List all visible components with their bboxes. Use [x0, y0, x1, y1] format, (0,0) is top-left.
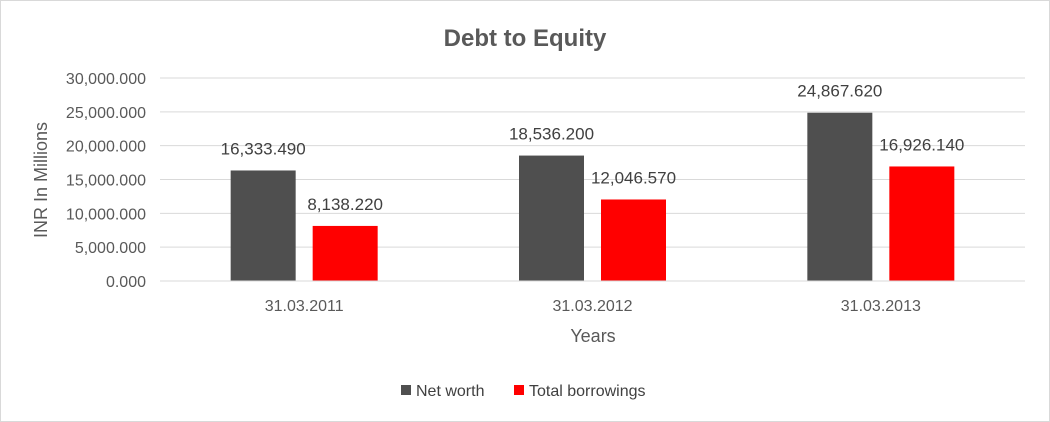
legend-label-net-worth: Net worth [416, 383, 484, 400]
x-tick-label: 31.03.2011 [265, 298, 344, 315]
bar-net-worth [519, 155, 584, 281]
legend-label-total-borrowings: Total borrowings [529, 383, 646, 400]
data-label-total-borrowings: 8,138.220 [307, 195, 383, 214]
bar-net-worth [230, 170, 296, 281]
y-tick-label: 25,000.000 [66, 105, 146, 122]
legend-swatch-net-worth [401, 385, 411, 395]
bar-net-worth [807, 112, 873, 282]
bar-total-borrowings [889, 166, 955, 281]
bars [230, 112, 955, 282]
legend-swatch-total-borrowings [514, 385, 524, 395]
x-axis-title: Years [570, 326, 615, 346]
chart-title: Debt to Equity [444, 25, 607, 52]
data-label-net-worth: 18,536.200 [509, 125, 594, 144]
y-tick-label: 10,000.000 [66, 206, 146, 223]
data-label-net-worth: 24,867.620 [797, 82, 882, 101]
x-tick-label: 31.03.2013 [841, 298, 921, 315]
y-tick-label: 0.000 [106, 274, 146, 291]
data-label-total-borrowings: 16,926.140 [879, 135, 964, 154]
legend: Net worth Total borrowings [401, 383, 646, 400]
y-axis-title: INR In Millions [31, 122, 51, 238]
bar-total-borrowings [601, 199, 666, 281]
x-tick-label: 31.03.2012 [552, 298, 632, 315]
y-axis-ticks: 0.000 5,000.000 10,000.000 15,000.000 20,000… [66, 71, 146, 291]
data-label-net-worth: 16,333.490 [221, 139, 306, 158]
y-tick-label: 20,000.000 [66, 139, 146, 156]
data-labels: 16,333.490 8,138.220 18,536.200 12,046.570 2… [221, 82, 965, 214]
bar-total-borrowings [312, 225, 378, 281]
y-tick-label: 5,000.000 [75, 240, 146, 257]
gridlines [160, 77, 1025, 248]
x-axis-ticks: 31.03.2011 31.03.2012 31.03.2013 [265, 298, 921, 315]
y-tick-label: 15,000.000 [66, 173, 146, 190]
y-tick-label: 30,000.000 [66, 71, 146, 88]
data-label-total-borrowings: 12,046.570 [591, 168, 676, 187]
